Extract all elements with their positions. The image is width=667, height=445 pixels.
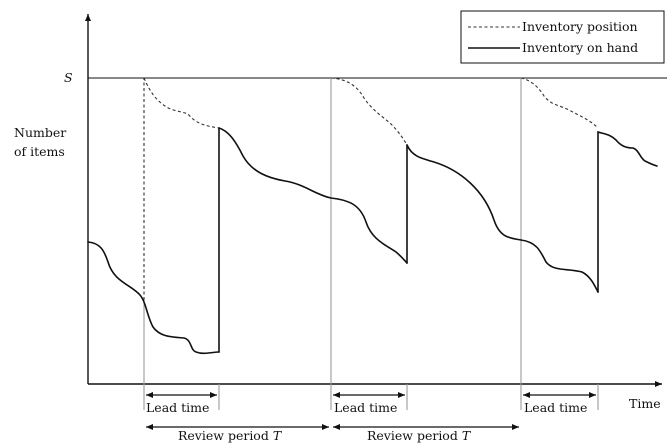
review-period-text-2: Review period bbox=[367, 428, 462, 443]
review-period-symbol-2: T bbox=[462, 428, 472, 443]
lead-time-label-2: Lead time bbox=[334, 400, 397, 415]
legend: Inventory position Inventory on hand bbox=[460, 10, 665, 64]
legend-label-inventory-position: Inventory position bbox=[522, 19, 638, 34]
y-axis-label-line2: of items bbox=[14, 144, 65, 159]
inventory-position-curve-2 bbox=[330, 77, 408, 146]
legend-box bbox=[460, 10, 665, 64]
inventory-on-hand-curve-4 bbox=[597, 131, 658, 167]
inventory-on-hand-curve-3 bbox=[406, 144, 599, 293]
review-period-label-2: Review period T bbox=[367, 428, 472, 443]
inventory-on-hand-curve-2 bbox=[218, 127, 408, 264]
lead-time-label-3: Lead time bbox=[524, 400, 587, 415]
inventory-position-curve-3 bbox=[520, 77, 599, 129]
review-period-symbol-1: T bbox=[273, 428, 283, 443]
y-axis-label-line1: Number bbox=[14, 125, 66, 140]
inventory-position-curve-1 bbox=[143, 77, 220, 129]
legend-label-inventory-on-hand: Inventory on hand bbox=[522, 40, 638, 55]
review-period-label-1: Review period T bbox=[178, 428, 283, 443]
review-period-text-1: Review period bbox=[178, 428, 273, 443]
s-level-label: S bbox=[64, 70, 73, 85]
lead-time-label-1: Lead time bbox=[146, 400, 209, 415]
x-axis-label: Time bbox=[629, 396, 661, 411]
inventory-on-hand-curve-1 bbox=[87, 241, 220, 355]
